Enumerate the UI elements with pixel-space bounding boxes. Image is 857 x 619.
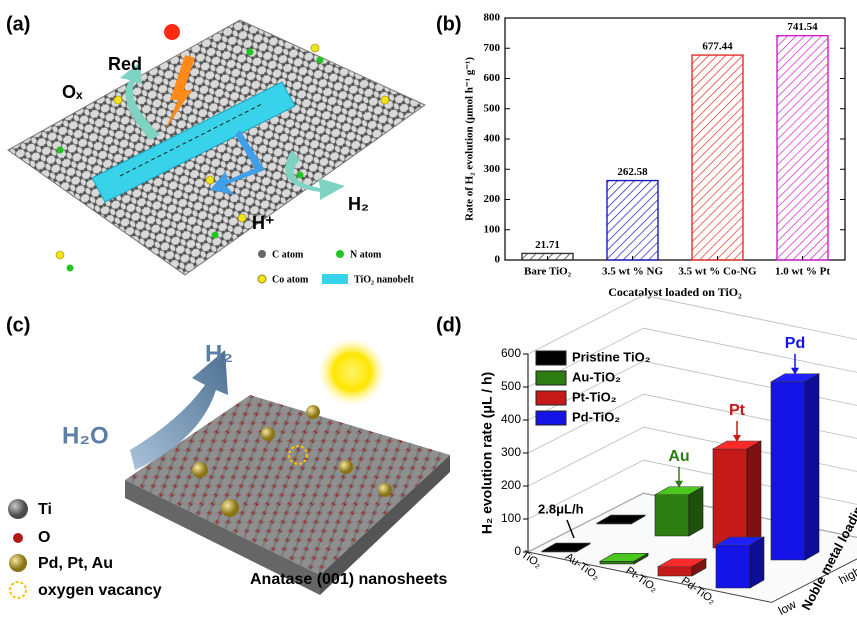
legend-label: Co atom: [272, 274, 309, 285]
bar: [607, 181, 658, 260]
annotation: H₂O: [62, 422, 109, 449]
panel-label: (b): [436, 13, 462, 35]
x-tick-label: 3.5 wt % NG: [602, 266, 664, 278]
z-tick-label: 600: [501, 346, 521, 360]
panel-a: (a) Red Oₓ H⁺ H₂ C atom N atom Co atom T…: [6, 13, 425, 285]
legend-label: Pristine TiO₂: [572, 349, 651, 364]
z-axis-label: H₂ evolution rate (μL / h): [479, 372, 495, 534]
legend-n: [336, 250, 344, 258]
annotation: H⁺: [252, 213, 275, 233]
y-axis-label: Rate of H₂ evolution (μmol h⁻¹ g⁻¹): [464, 57, 476, 221]
annotation: Pd: [785, 335, 805, 352]
y-tick-label: 0: [495, 254, 501, 266]
bar-front: [771, 382, 805, 560]
value-label: 262.58: [617, 166, 648, 178]
z-tick-label: 500: [501, 379, 521, 393]
y-tick-label: 100: [484, 223, 501, 235]
legend-label: N atom: [350, 249, 382, 260]
figure: (a) Red Oₓ H⁺ H₂ C atom N atom Co atom T…: [0, 0, 857, 619]
legend-swatch: [536, 411, 566, 425]
z-tick-label: 100: [501, 511, 521, 525]
x-tick-label: 3.5 wt % Co-NG: [678, 266, 757, 278]
legend-swatch: [536, 351, 566, 365]
legend-metal: [9, 554, 27, 572]
x-tick-label: Bare TiO₂: [524, 266, 572, 278]
bar-3d: [655, 487, 703, 536]
annotation: H₂: [348, 194, 369, 214]
bar: [692, 55, 743, 260]
bar-3d: [716, 537, 764, 588]
legend-ti: [8, 499, 28, 519]
annotation: Oₓ: [62, 82, 83, 102]
bar-front: [713, 449, 747, 548]
x-tick-label: 1.0 wt % Pt: [775, 266, 830, 278]
bar-front: [658, 567, 692, 576]
legend-label: O: [38, 529, 50, 546]
legend-swatch: [536, 371, 566, 385]
legend-label: oxygen vacancy: [38, 582, 162, 599]
annotation: Red: [108, 54, 142, 74]
bar-side: [689, 487, 703, 536]
legend-label: Pd-TiO₂: [572, 409, 620, 424]
x-axis-label: Cocatalyst loaded on TiO₂: [608, 285, 742, 299]
legend-vacancy: [10, 582, 26, 598]
sun: [318, 338, 386, 406]
legend-label: Ti: [38, 501, 52, 518]
annotation: 2.8μL/h: [538, 501, 584, 516]
bar-side: [747, 441, 761, 548]
bar-3d: [713, 441, 761, 548]
panel-label: (d): [436, 314, 462, 336]
legend-o: [13, 533, 23, 543]
legend-swatch: [536, 391, 566, 405]
bar: [777, 36, 828, 260]
bar-side: [750, 537, 764, 588]
annotation: Au: [668, 448, 689, 465]
z-tick-label: 300: [501, 445, 521, 459]
bar-side: [805, 374, 819, 560]
grid-line: [528, 295, 857, 354]
legend-co: [258, 275, 266, 283]
panel-c: (c) H₂O H₂ Ti O Pd, Pt, Au oxygen vacanc…: [6, 314, 450, 599]
bar-front: [655, 495, 689, 536]
legend-label: TiO₂ nanobelt: [354, 274, 414, 285]
bar-3d: [771, 374, 819, 560]
y-tick-label: 700: [484, 42, 501, 54]
legend-belt: [322, 274, 348, 284]
page: {"panel_a": {"panel_label": "(a)", "labe…: [0, 0, 857, 619]
y-tick-label: 200: [484, 193, 501, 205]
annotation: Pt: [729, 402, 746, 419]
panel-label: (a): [6, 13, 30, 35]
y-tick-label: 300: [484, 163, 501, 175]
z-tick-label: 200: [501, 478, 521, 492]
value-label: 741.54: [787, 21, 818, 33]
caption: Anatase (001) nanosheets: [250, 571, 448, 588]
legend-label: Au-TiO₂: [572, 369, 621, 384]
legend-c: [258, 250, 266, 258]
value-label: 21.71: [535, 239, 560, 251]
annotation: H₂: [205, 340, 233, 367]
depth-tick-label: low: [776, 597, 799, 618]
z-tick-label: 400: [501, 412, 521, 426]
panel-label: (c): [6, 314, 30, 336]
bar-front: [600, 561, 634, 564]
y-tick-label: 400: [484, 133, 501, 145]
legend-label: C atom: [272, 249, 304, 260]
y-tick-label: 800: [484, 12, 501, 24]
bar-front: [716, 545, 750, 588]
legend-label: Pt-TiO₂: [572, 389, 617, 404]
y-tick-label: 500: [484, 102, 501, 114]
sun-icon: [164, 24, 180, 40]
value-label: 677.44: [702, 41, 733, 53]
legend-label: Pd, Pt, Au: [38, 555, 113, 572]
y-tick-label: 600: [484, 72, 501, 84]
